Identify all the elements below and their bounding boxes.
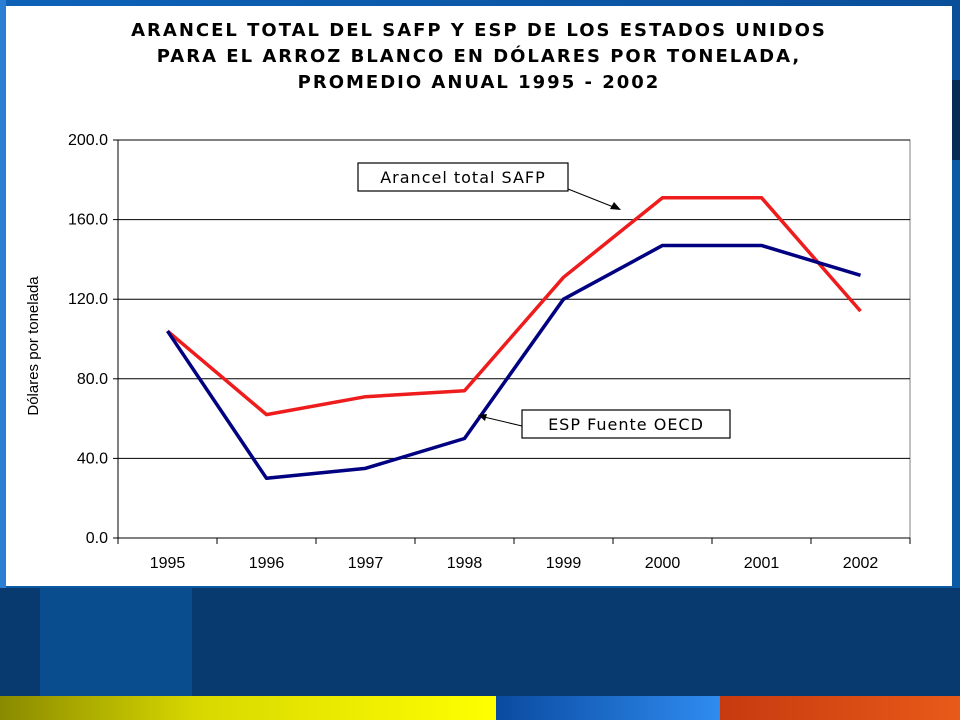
y-tick-label: 200.0 <box>68 132 108 149</box>
x-tick-label: 1995 <box>150 555 186 572</box>
y-tick-label: 160.0 <box>68 212 108 229</box>
callout-box-safp <box>357 162 569 192</box>
plot-area <box>117 139 911 539</box>
callout-arrow-line-safp <box>567 188 617 209</box>
x-tick-label: 2000 <box>645 555 681 572</box>
legend-callout-safp: Arancel total SAFP <box>357 162 621 210</box>
x-tick-label: 1996 <box>249 555 285 572</box>
y-tick-label: 0.0 <box>86 530 108 547</box>
chart-title-line-3: PROMEDIO ANUAL 1995 - 2002 <box>297 72 661 93</box>
axis-layer: 0.0 40.0 80.0 120.0 160.0 200.0 1995 1996 1997 19… <box>68 132 911 572</box>
line-chart: 0.0 40.0 80.0 120.0 160.0 200.0 1995 1996 1997 19… <box>25 132 911 572</box>
callout-arrowhead-esp <box>478 414 487 421</box>
y-tick-label: 80.0 <box>77 371 108 388</box>
footer-stripe-red <box>720 696 960 720</box>
y-tick-label: 40.0 <box>77 450 108 467</box>
footer-stripe-yellow <box>0 696 496 720</box>
chart-title-line-2: PARA EL ARROZ BLANCO EN DÓLARES POR TONE… <box>156 46 802 67</box>
series-line-safp <box>166 195 862 417</box>
chart-panel: ARANCEL TOTAL DEL SAFP Y ESP DE LOS ESTA… <box>6 6 952 586</box>
x-tick-label: 1997 <box>348 555 384 572</box>
callout-arrow-line-esp <box>483 416 523 427</box>
callout-arrowhead-safp <box>610 202 621 210</box>
x-tick-label: 2001 <box>744 555 780 572</box>
x-tick-label: 1999 <box>546 555 582 572</box>
x-tick-label: 1998 <box>447 555 483 572</box>
y-tick-label: 120.0 <box>68 291 108 308</box>
callout-label-safp: Arancel total SAFP <box>380 168 546 187</box>
chart-title-line-1: ARANCEL TOTAL DEL SAFP Y ESP DE LOS ESTA… <box>131 20 827 41</box>
y-axis-label: Dólares por tonelada <box>25 276 42 416</box>
background-right-block <box>952 80 960 160</box>
series-layer <box>166 195 862 481</box>
grid-layer <box>117 139 911 539</box>
series-line-esp <box>166 243 862 481</box>
legend-callout-esp: ESP Fuente OECD <box>478 409 731 439</box>
background-left-edge <box>0 0 6 600</box>
footer-stripe-blue <box>496 696 720 720</box>
x-tick-label: 2002 <box>843 555 879 572</box>
callout-box-esp <box>521 409 731 439</box>
callout-label-esp: ESP Fuente OECD <box>548 415 704 434</box>
background-bottom-block <box>40 588 192 696</box>
chart-title: ARANCEL TOTAL DEL SAFP Y ESP DE LOS ESTA… <box>6 18 952 96</box>
